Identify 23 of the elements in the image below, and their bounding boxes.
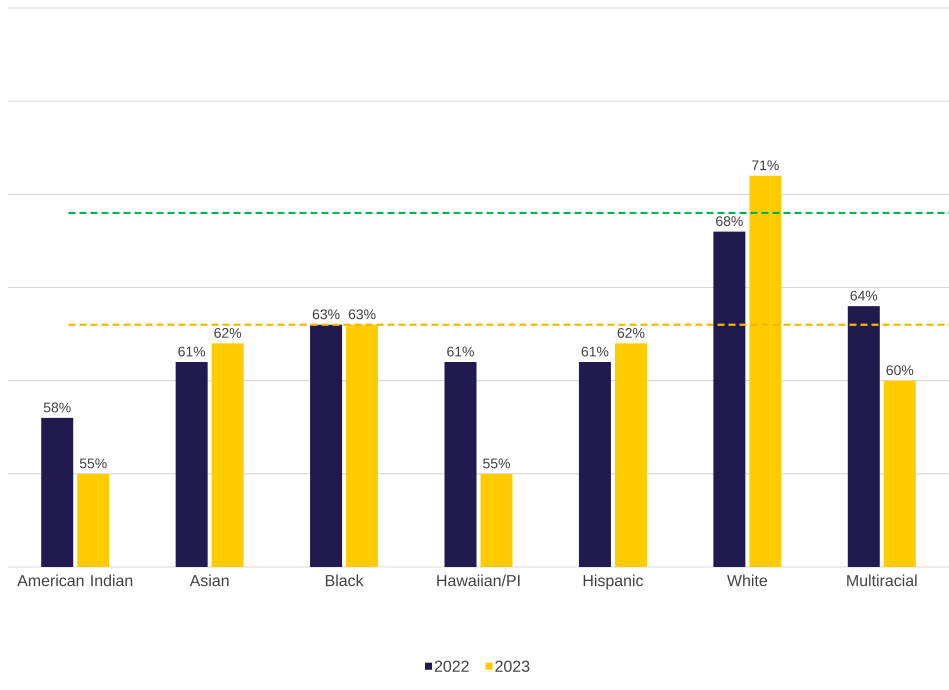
x-tick-label: Asian	[190, 574, 229, 586]
data-label: 61%	[178, 346, 206, 357]
legend-label: 2023	[495, 660, 530, 672]
data-label: 62%	[214, 328, 242, 338]
data-label: 61%	[447, 346, 474, 357]
x-tick-label: American Indian	[17, 574, 132, 586]
data-label: 55%	[483, 458, 510, 468]
data-label: 60%	[886, 365, 914, 376]
data-label: 64%	[850, 290, 878, 301]
data-label: 61%	[582, 346, 608, 357]
x-tick-label: Hawaiian/PI	[437, 574, 520, 586]
data-label: 68%	[716, 216, 743, 226]
x-tick-label: White	[727, 574, 768, 586]
legend-label: 2022	[434, 660, 469, 672]
x-tick-label: Hispanic	[584, 574, 644, 590]
data-label: 55%	[80, 458, 107, 468]
data-label: 58%	[44, 402, 71, 412]
x-tick-label: Black	[326, 574, 364, 586]
data-label: 63%	[312, 309, 340, 320]
data-label: 71%	[752, 160, 779, 170]
data-label: 62%	[618, 328, 644, 338]
x-tick-label: Multiracial	[847, 574, 917, 586]
data-label: 63%	[348, 309, 376, 320]
